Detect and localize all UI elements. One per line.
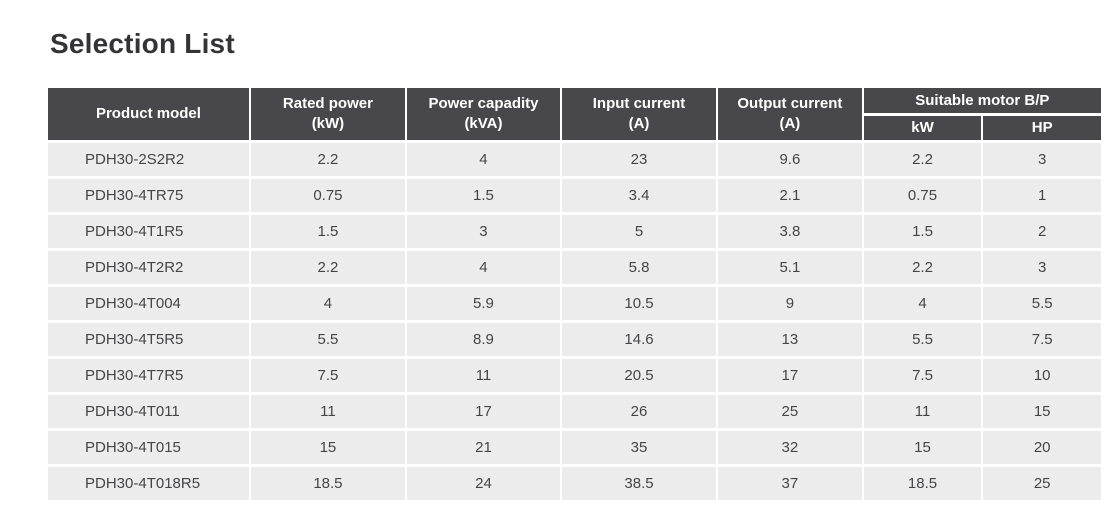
value-cell: 32 bbox=[718, 430, 862, 464]
value-cell: 15 bbox=[863, 430, 982, 464]
value-cell: 8.9 bbox=[406, 322, 560, 356]
value-cell: 1.5 bbox=[863, 214, 982, 248]
col-header-output-current: Output current (A) bbox=[718, 88, 862, 140]
col-header-product-model: Product model bbox=[48, 88, 249, 140]
col-header-motor-kw: kW bbox=[863, 116, 982, 140]
value-cell: 35 bbox=[561, 430, 717, 464]
value-cell: 10.5 bbox=[561, 286, 717, 320]
value-cell: 17 bbox=[406, 394, 560, 428]
value-cell: 18.5 bbox=[250, 466, 405, 500]
value-cell: 18.5 bbox=[863, 466, 982, 500]
value-cell: 17 bbox=[718, 358, 862, 392]
value-cell: 7.5 bbox=[863, 358, 982, 392]
table-row: PDH30-4T5R5 5.5 8.9 14.6 13 5.5 7.5 bbox=[48, 322, 1101, 356]
table-row: PDH30-4T011 11 17 26 25 11 15 bbox=[48, 394, 1101, 428]
table-body: PDH30-2S2R2 2.2 4 23 9.6 2.2 3 PDH30-4TR75 0.75 1… bbox=[48, 142, 1101, 500]
value-cell: 3 bbox=[983, 142, 1101, 176]
product-model-cell: PDH30-4T2R2 bbox=[48, 250, 249, 284]
value-cell: 20 bbox=[983, 430, 1101, 464]
value-cell: 4 bbox=[250, 286, 405, 320]
value-cell: 7.5 bbox=[250, 358, 405, 392]
value-cell: 25 bbox=[718, 394, 862, 428]
product-model-cell: PDH30-4T004 bbox=[48, 286, 249, 320]
value-cell: 21 bbox=[406, 430, 560, 464]
value-cell: 4 bbox=[863, 286, 982, 320]
table-row: PDH30-4T004 4 5.9 10.5 9 4 5.5 bbox=[48, 286, 1101, 320]
product-model-cell: PDH30-4T5R5 bbox=[48, 322, 249, 356]
product-model-cell: PDH30-4T7R5 bbox=[48, 358, 249, 392]
value-cell: 3 bbox=[983, 250, 1101, 284]
value-cell: 5.8 bbox=[561, 250, 717, 284]
value-cell: 3 bbox=[406, 214, 560, 248]
value-cell: 4 bbox=[406, 250, 560, 284]
table-row: PDH30-4T015 15 21 35 32 15 20 bbox=[48, 430, 1101, 464]
value-cell: 2.2 bbox=[250, 250, 405, 284]
table-row: PDH30-4T1R5 1.5 3 5 3.8 1.5 2 bbox=[48, 214, 1101, 248]
value-cell: 15 bbox=[250, 430, 405, 464]
table-row: PDH30-2S2R2 2.2 4 23 9.6 2.2 3 bbox=[48, 142, 1101, 176]
value-cell: 4 bbox=[406, 142, 560, 176]
product-model-cell: PDH30-4T018R5 bbox=[48, 466, 249, 500]
table-header: Product model Rated power (kW) Power cap… bbox=[48, 88, 1101, 140]
table-row: PDH30-4TR75 0.75 1.5 3.4 2.1 0.75 1 bbox=[48, 178, 1101, 212]
page-title: Selection List bbox=[50, 28, 235, 59]
value-cell: 1.5 bbox=[250, 214, 405, 248]
product-model-cell: PDH30-4TR75 bbox=[48, 178, 249, 212]
value-cell: 5 bbox=[561, 214, 717, 248]
value-cell: 3.4 bbox=[561, 178, 717, 212]
value-cell: 2 bbox=[983, 214, 1101, 248]
product-model-cell: PDH30-4T1R5 bbox=[48, 214, 249, 248]
value-cell: 11 bbox=[863, 394, 982, 428]
value-cell: 2.2 bbox=[863, 142, 982, 176]
value-cell: 13 bbox=[718, 322, 862, 356]
value-cell: 5.9 bbox=[406, 286, 560, 320]
product-model-cell: PDH30-2S2R2 bbox=[48, 142, 249, 176]
value-cell: 2.2 bbox=[863, 250, 982, 284]
table-row: PDH30-4T7R5 7.5 11 20.5 17 7.5 10 bbox=[48, 358, 1101, 392]
col-header-power-capacity: Power capadity (kVA) bbox=[406, 88, 560, 140]
value-cell: 15 bbox=[983, 394, 1101, 428]
product-model-cell: PDH30-4T011 bbox=[48, 394, 249, 428]
value-cell: 0.75 bbox=[250, 178, 405, 212]
value-cell: 2.2 bbox=[250, 142, 405, 176]
value-cell: 10 bbox=[983, 358, 1101, 392]
value-cell: 38.5 bbox=[561, 466, 717, 500]
value-cell: 26 bbox=[561, 394, 717, 428]
value-cell: 1 bbox=[983, 178, 1101, 212]
value-cell: 2.1 bbox=[718, 178, 862, 212]
value-cell: 11 bbox=[250, 394, 405, 428]
value-cell: 3.8 bbox=[718, 214, 862, 248]
value-cell: 20.5 bbox=[561, 358, 717, 392]
value-cell: 5.5 bbox=[983, 286, 1101, 320]
value-cell: 0.75 bbox=[863, 178, 982, 212]
value-cell: 23 bbox=[561, 142, 717, 176]
table-row: PDH30-4T018R5 18.5 24 38.5 37 18.5 25 bbox=[48, 466, 1101, 500]
col-header-motor-hp: HP bbox=[983, 116, 1101, 140]
value-cell: 25 bbox=[983, 466, 1101, 500]
value-cell: 37 bbox=[718, 466, 862, 500]
value-cell: 9.6 bbox=[718, 142, 862, 176]
value-cell: 7.5 bbox=[983, 322, 1101, 356]
value-cell: 11 bbox=[406, 358, 560, 392]
value-cell: 9 bbox=[718, 286, 862, 320]
col-header-rated-power: Rated power (kW) bbox=[250, 88, 405, 140]
value-cell: 14.6 bbox=[561, 322, 717, 356]
product-model-cell: PDH30-4T015 bbox=[48, 430, 249, 464]
table-row: PDH30-4T2R2 2.2 4 5.8 5.1 2.2 3 bbox=[48, 250, 1101, 284]
value-cell: 5.5 bbox=[863, 322, 982, 356]
value-cell: 1.5 bbox=[406, 178, 560, 212]
value-cell: 5.1 bbox=[718, 250, 862, 284]
value-cell: 5.5 bbox=[250, 322, 405, 356]
selection-table: Product model Rated power (kW) Power cap… bbox=[46, 85, 1103, 503]
col-group-suitable-motor: Suitable motor B/P bbox=[863, 88, 1101, 113]
col-header-input-current: Input current (A) bbox=[561, 88, 717, 140]
value-cell: 24 bbox=[406, 466, 560, 500]
